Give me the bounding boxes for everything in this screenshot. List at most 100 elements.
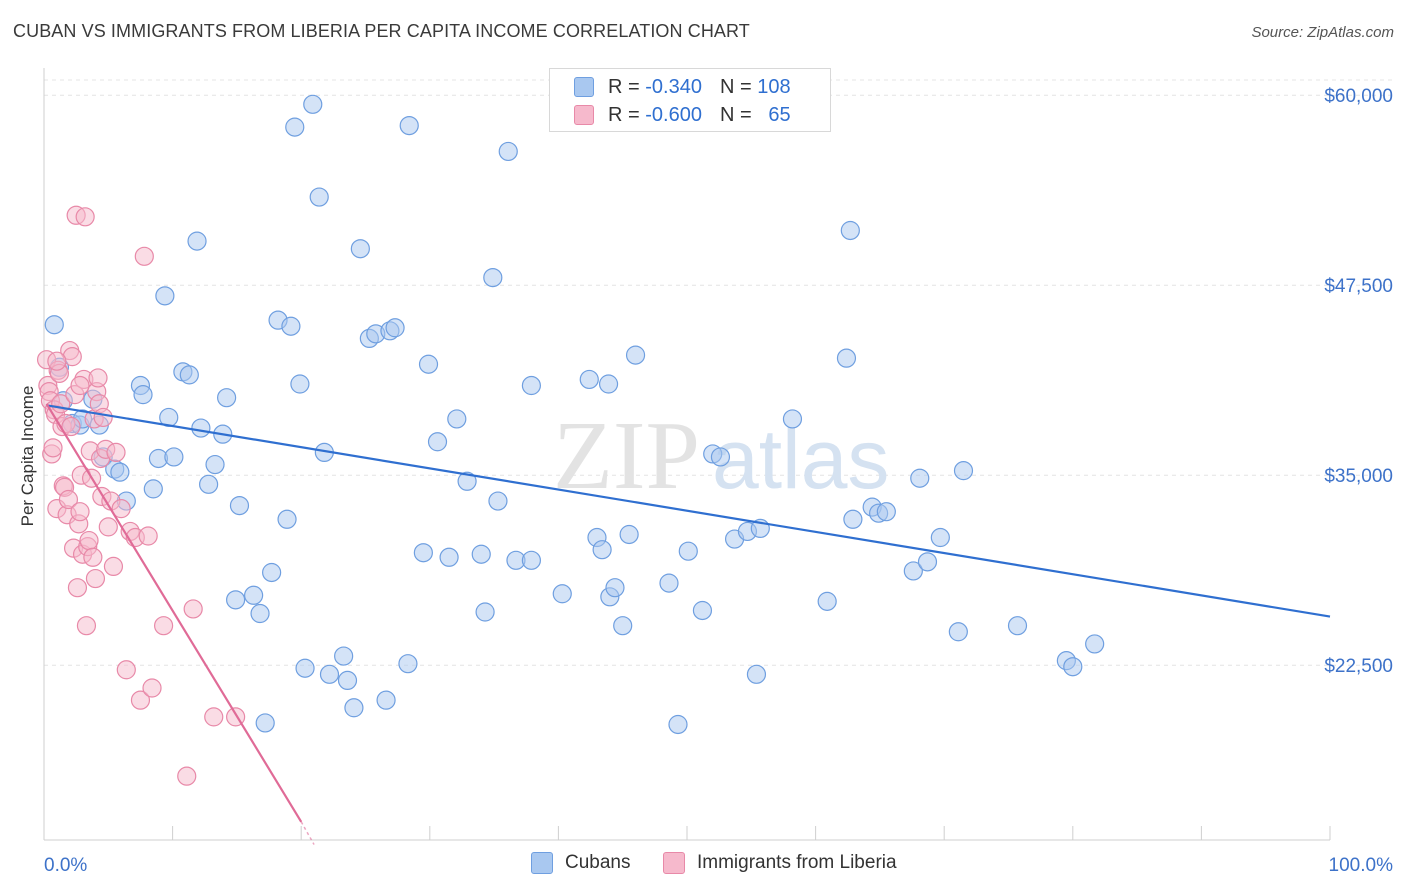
data-point (376, 690, 396, 710)
data-point (133, 385, 153, 405)
data-point (226, 590, 246, 610)
legend-n-value: 65 (768, 103, 791, 126)
data-point (337, 670, 358, 691)
data-point (116, 660, 136, 680)
series-legend-liberia[interactable]: Immigrants from Liberia (663, 852, 897, 874)
data-point (843, 509, 863, 529)
legend-row-cubans: R = -0.340 N = 108 (574, 73, 791, 101)
series-0 (44, 94, 1105, 735)
data-point (177, 766, 197, 786)
data-point (457, 471, 477, 491)
data-point (498, 141, 518, 162)
data-point (948, 622, 968, 642)
data-point (598, 374, 619, 394)
data-point (613, 616, 633, 636)
data-point (85, 568, 106, 589)
data-point (930, 527, 950, 548)
data-point (88, 368, 108, 388)
chart-title: CUBAN VS IMMIGRANTS FROM LIBERIA PER CAP… (13, 21, 750, 41)
series-legend-cubans[interactable]: Cubans (531, 852, 631, 874)
series-label-liberia: Immigrants from Liberia (697, 852, 897, 873)
data-point (110, 462, 130, 482)
data-point (98, 517, 118, 537)
data-point (155, 286, 175, 306)
watermark: ZIP atlas (553, 402, 889, 510)
legend-n-label: N = (719, 75, 752, 98)
data-point (44, 315, 64, 335)
data-point (334, 646, 354, 666)
data-point (103, 556, 124, 577)
series-swatch-cubans (531, 852, 553, 874)
data-point (692, 600, 713, 621)
data-point (75, 207, 95, 227)
data-point (668, 714, 688, 735)
data-point (418, 354, 439, 374)
data-point (625, 345, 646, 365)
data-point (255, 713, 275, 733)
data-point (83, 547, 103, 567)
series-1 (36, 205, 246, 786)
data-point (191, 418, 211, 438)
data-point (1007, 616, 1028, 636)
data-point (413, 543, 433, 563)
data-points (36, 94, 1105, 786)
data-point (521, 550, 541, 570)
data-point (521, 375, 541, 396)
y-tick-label: $22,500 (1324, 656, 1393, 677)
data-point (262, 562, 282, 583)
data-point (903, 561, 923, 581)
data-point (385, 318, 405, 338)
y-tick-label: $35,000 (1324, 466, 1393, 487)
data-point (61, 416, 81, 437)
data-point (782, 409, 803, 429)
data-point (399, 115, 419, 136)
data-point (910, 468, 930, 488)
legend-r-value: -0.600 (645, 103, 702, 126)
source-credit: Source: ZipAtlas.com (1251, 24, 1394, 41)
legend-n-label: N = (719, 103, 752, 126)
data-point (483, 268, 503, 288)
data-point (439, 547, 459, 567)
data-point (187, 231, 207, 251)
data-point (106, 442, 126, 462)
data-point (398, 654, 418, 674)
data-point (471, 544, 491, 564)
data-point (229, 496, 250, 516)
data-point (70, 375, 90, 396)
data-point (746, 664, 767, 684)
data-point (605, 578, 625, 598)
watermark-zip: ZIP (553, 402, 700, 510)
y-tick-label: $60,000 (1324, 86, 1393, 107)
data-point (164, 447, 184, 467)
data-point (710, 447, 731, 467)
legend-r-label: R = (608, 103, 640, 126)
watermark-atlas: atlas (712, 412, 889, 506)
data-point (1085, 634, 1105, 654)
trend-line-1 (45, 403, 303, 823)
data-point (840, 220, 860, 241)
data-point (488, 491, 508, 511)
data-point (47, 351, 67, 371)
correlation-legend: R = -0.340 N = 108 R = -0.600 N = 65 (549, 68, 831, 132)
data-point (1063, 657, 1083, 677)
data-point (204, 707, 224, 727)
data-point (552, 584, 572, 604)
data-point (350, 239, 370, 259)
data-point (205, 454, 225, 475)
data-point (678, 541, 698, 561)
data-point (953, 461, 974, 481)
trend-lines (45, 403, 1331, 845)
trend-line-0 (46, 404, 1331, 618)
data-point (244, 585, 264, 605)
x-tick-label: 0.0% (44, 855, 87, 876)
data-point (917, 552, 938, 572)
data-point (659, 573, 679, 593)
data-point (217, 388, 237, 408)
data-point (134, 246, 154, 266)
data-point (427, 432, 448, 452)
legend-row-liberia: R = -0.600 N = 65 (574, 101, 791, 129)
data-point (76, 616, 97, 636)
data-point (817, 591, 837, 611)
data-point (142, 678, 162, 698)
